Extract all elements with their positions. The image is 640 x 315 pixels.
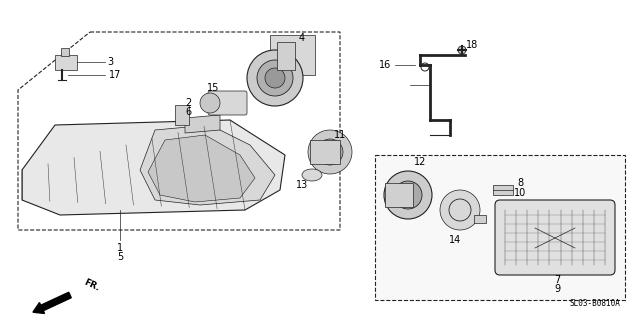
Text: 4: 4	[299, 33, 305, 43]
Circle shape	[458, 46, 466, 54]
Bar	[474, 215, 486, 223]
Text: 6: 6	[185, 107, 191, 117]
Circle shape	[265, 68, 285, 88]
Text: 15: 15	[207, 83, 219, 93]
Text: 5: 5	[117, 252, 123, 262]
Bar	[375, 155, 625, 300]
Bar	[277, 42, 295, 70]
Ellipse shape	[302, 169, 322, 181]
Bar	[310, 140, 340, 164]
Text: 3: 3	[107, 57, 113, 67]
Text: 14: 14	[449, 235, 461, 245]
FancyArrow shape	[33, 292, 71, 313]
Circle shape	[394, 181, 422, 209]
Bar	[270, 35, 315, 75]
Text: 1: 1	[117, 243, 123, 253]
Text: 17: 17	[109, 70, 121, 80]
FancyBboxPatch shape	[495, 200, 615, 275]
Text: FR.: FR.	[82, 278, 100, 293]
Polygon shape	[22, 120, 285, 215]
Text: 16: 16	[379, 60, 391, 70]
Circle shape	[247, 50, 303, 106]
Polygon shape	[185, 115, 220, 133]
Bar	[493, 185, 513, 195]
Text: 2: 2	[185, 98, 191, 108]
Circle shape	[317, 139, 343, 165]
Text: 10: 10	[514, 188, 526, 198]
Polygon shape	[140, 125, 275, 205]
Circle shape	[257, 60, 293, 96]
Circle shape	[384, 171, 432, 219]
Polygon shape	[148, 135, 255, 202]
Bar	[175, 105, 189, 125]
Text: 8: 8	[517, 178, 523, 188]
Text: 9: 9	[554, 284, 560, 294]
Text: 11: 11	[334, 130, 346, 140]
Circle shape	[308, 130, 352, 174]
Bar	[385, 183, 413, 207]
FancyBboxPatch shape	[208, 91, 247, 115]
Text: 12: 12	[414, 157, 426, 167]
Bar	[61, 48, 69, 56]
Text: 18: 18	[466, 40, 478, 50]
Text: SL03-B0810A: SL03-B0810A	[569, 299, 620, 308]
Circle shape	[440, 190, 480, 230]
Text: 13: 13	[296, 180, 308, 190]
Bar	[55, 55, 77, 70]
Circle shape	[200, 93, 220, 113]
Text: 7: 7	[554, 275, 560, 285]
